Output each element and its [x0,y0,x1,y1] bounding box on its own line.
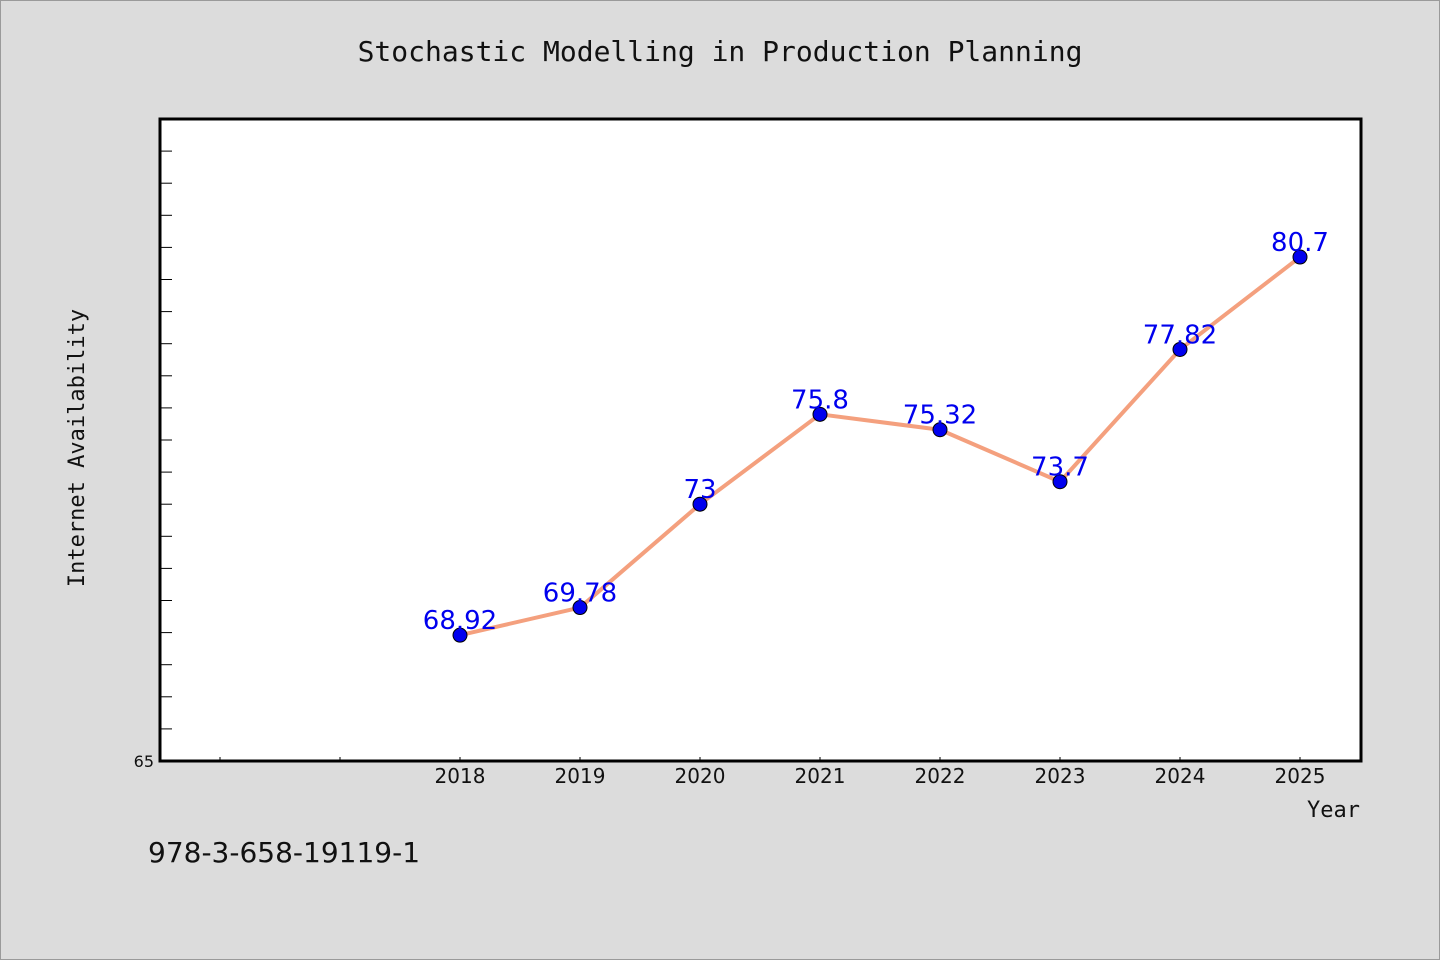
data-label: 73 [683,475,716,505]
data-point [812,406,828,422]
data-label: 68.92 [423,606,497,636]
data-point [572,600,588,616]
data-point [1172,341,1188,357]
data-point [1292,249,1308,265]
data-point [1052,474,1068,490]
x-tick-label: 2021 [795,764,846,788]
x-tick-label: 2025 [1275,764,1326,788]
data-label: 77.82 [1143,320,1217,350]
plot-area [158,117,1363,763]
x-axis-ticks: 2018 2019 2020 2021 2022 2023 2024 2025 [219,757,1326,788]
data-point [932,422,948,438]
data-label: 69.78 [543,579,617,609]
x-tick-label: 2023 [1035,764,1086,788]
y-tick-label: 65 [134,752,154,771]
x-tick-label: 2022 [915,764,966,788]
x-axis-label: Year [1307,798,1360,823]
series-markers [452,249,1308,643]
x-tick-label: 2020 [675,764,726,788]
isbn-text: 978-3-658-19119-1 [148,836,420,869]
y-axis-label: Internet Availability [65,309,90,587]
data-labels: 68.92 69.78 73 75.8 75.32 73.7 77.82 80.7 [423,228,1329,636]
data-label: 73.7 [1031,453,1089,483]
y-axis-ticks: 65 [134,150,172,771]
data-point [452,627,468,643]
data-label: 80.7 [1271,228,1329,258]
chart-title: Stochastic Modelling in Production Plann… [358,35,1083,68]
x-tick-label: 2018 [435,764,486,788]
data-label: 75.8 [791,385,849,415]
data-point [692,496,708,512]
data-label: 75.32 [903,401,977,431]
series-line [459,255,1302,638]
x-tick-label: 2024 [1155,764,1206,788]
x-tick-label: 2019 [555,764,606,788]
